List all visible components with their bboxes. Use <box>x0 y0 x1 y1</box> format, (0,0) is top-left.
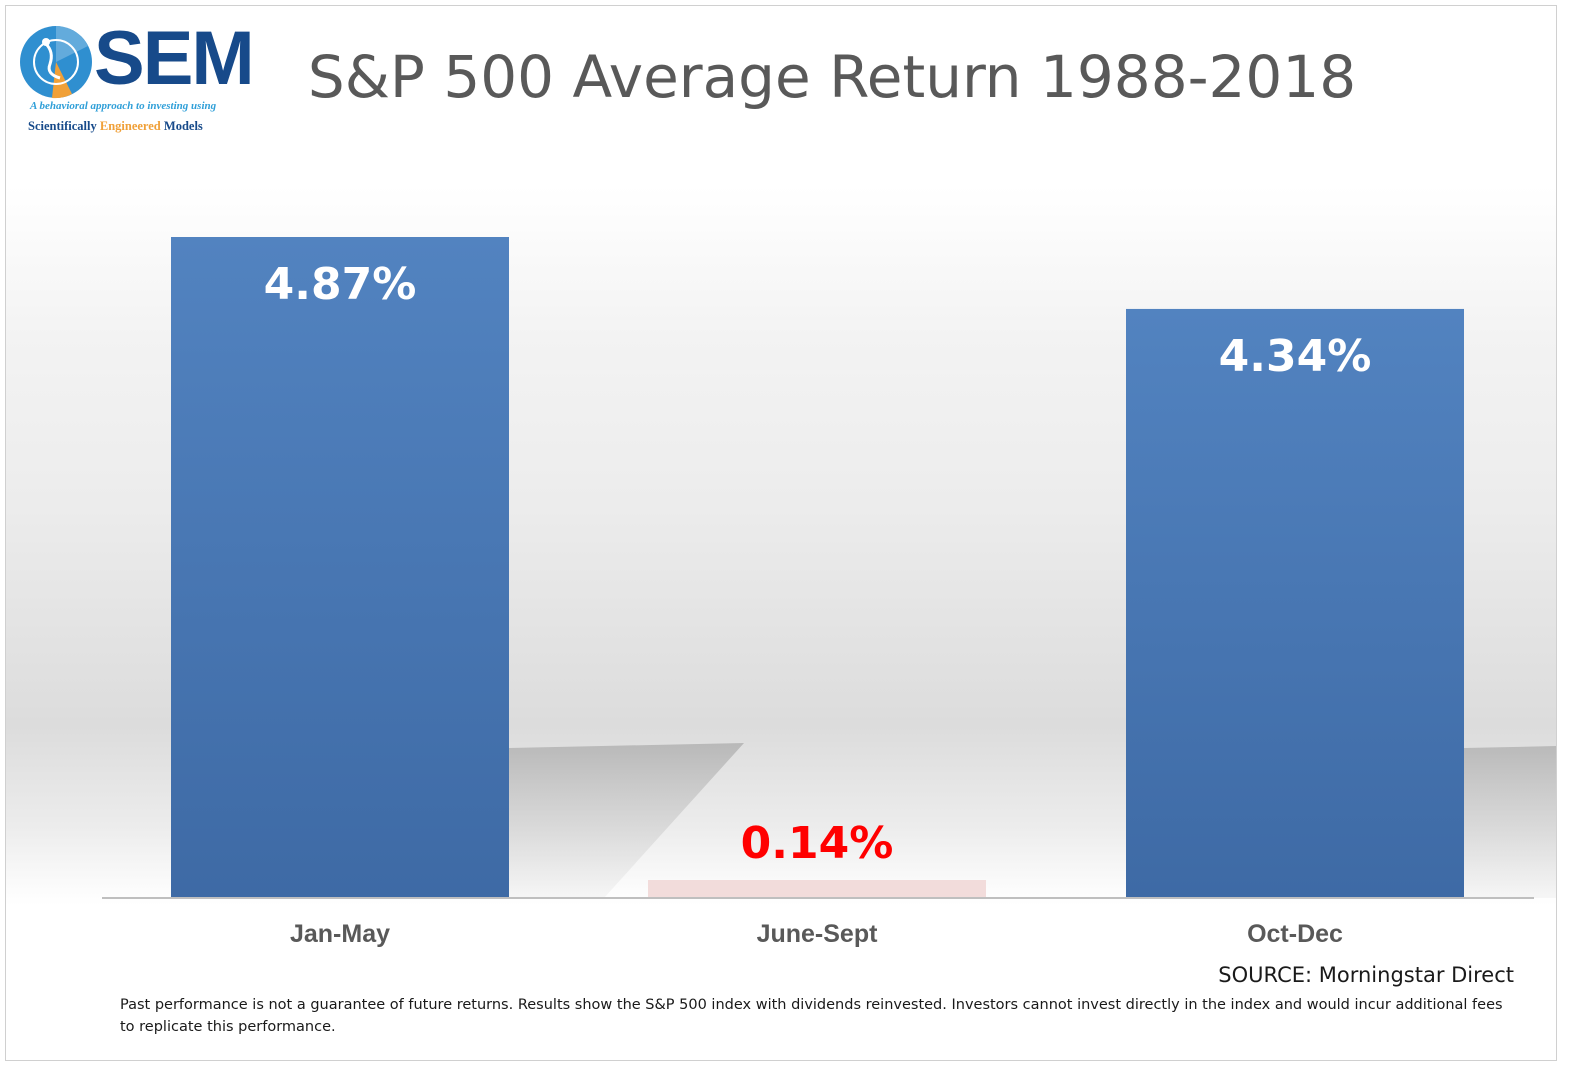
logo-tagline-part: Models <box>160 119 203 133</box>
category-label-oct-dec: Oct-Dec <box>1247 920 1343 948</box>
value-label-june-sept: 0.14% <box>741 818 894 869</box>
bar-chart: Jan-May June-Sept Oct-Dec 4.87% 0.14% 4.34% <box>102 237 1556 948</box>
chart-title: S&P 500 Average Return 1988-2018 <box>307 43 1357 111</box>
logo-tagline-part: Scientifically <box>28 119 100 133</box>
category-label-june-sept: June-Sept <box>757 920 879 948</box>
logo-wordmark: SEM <box>94 16 255 101</box>
source-note: SOURCE: Morningstar Direct <box>1218 963 1514 987</box>
value-label-oct-dec: 4.34% <box>1219 331 1372 382</box>
bar-jan-may <box>171 237 509 898</box>
logo-tagline-models: Scientifically Engineered Models <box>28 119 203 134</box>
disclaimer-text: Past performance is not a guarantee of f… <box>120 997 1503 1035</box>
bar-shadow-jan-may <box>509 743 744 898</box>
sem-logo: SEM A behavioral approach to investing u… <box>14 16 259 136</box>
bar-shadow-oct-dec <box>1464 746 1556 898</box>
bar-june-sept <box>648 880 986 900</box>
category-label-jan-may: Jan-May <box>290 920 390 948</box>
bar-oct-dec <box>1126 308 1464 898</box>
logo-tagline: A behavioral approach to investing using <box>30 100 217 112</box>
logo-tagline-highlight: Engineered <box>99 119 161 133</box>
chart-frame: SEM A behavioral approach to investing u… <box>5 5 1557 1061</box>
value-label-jan-may: 4.87% <box>264 259 417 310</box>
sem-logo-icon <box>20 26 92 99</box>
